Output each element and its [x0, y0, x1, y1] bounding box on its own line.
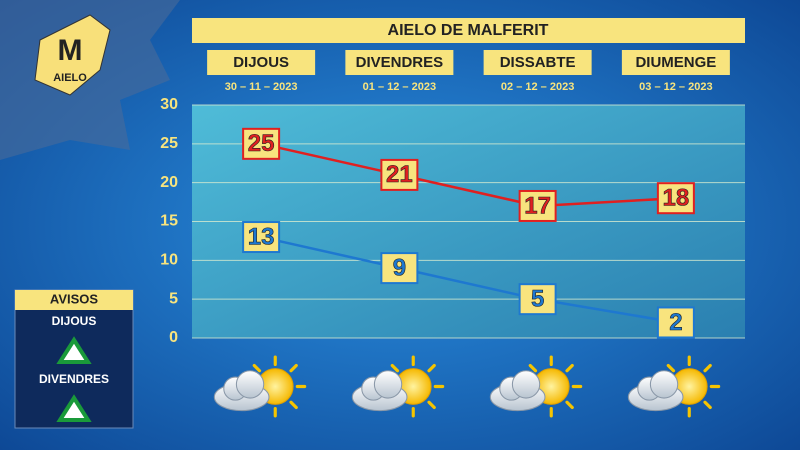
- series-line: [260, 235, 677, 324]
- value-box: [242, 221, 281, 254]
- date-label: 03 – 12 – 2023: [639, 81, 712, 93]
- day-box: [621, 50, 730, 75]
- value-label: 18: [663, 185, 690, 212]
- day-box: [345, 50, 454, 75]
- value-box: [380, 252, 419, 285]
- y-tick-label: 25: [160, 135, 178, 152]
- date-label: 30 – 11 – 2023: [225, 81, 298, 93]
- day-box: [207, 50, 316, 75]
- warning-day: DIVENDRES: [39, 372, 109, 386]
- value-label: 5: [531, 286, 544, 313]
- value-box: [242, 127, 281, 160]
- series-line: [260, 142, 676, 208]
- value-box: [656, 182, 695, 215]
- value-label: 25: [248, 130, 275, 157]
- warnings-panel: AVISOS DIJOUS DIVENDRES: [14, 289, 134, 429]
- warning-icon: [56, 394, 92, 422]
- logo-shape: [34, 14, 111, 96]
- date-label: 02 – 12 – 2023: [501, 81, 574, 93]
- warning-icon: [56, 336, 92, 364]
- y-tick-label: 20: [160, 174, 178, 191]
- warnings-title: AVISOS: [50, 291, 98, 306]
- day-label: DIVENDRES: [356, 54, 444, 71]
- value-box: [518, 283, 557, 316]
- value-box: [380, 158, 419, 191]
- value-label: 9: [393, 254, 406, 281]
- logo-text: AIELO: [53, 72, 87, 84]
- y-tick-label: 30: [160, 96, 178, 113]
- day-label: DIJOUS: [233, 54, 289, 71]
- day-label: DISSABTE: [500, 54, 576, 71]
- value-label: 2: [669, 309, 682, 336]
- warning-day: DIJOUS: [52, 314, 97, 328]
- value-label: 13: [248, 223, 275, 250]
- y-tick-label: 15: [160, 213, 178, 230]
- y-tick-label: 10: [160, 252, 178, 269]
- day-box: [483, 50, 592, 75]
- value-box: [656, 306, 695, 339]
- day-label: DIUMENGE: [635, 54, 716, 71]
- logo-letter: M: [58, 34, 83, 67]
- date-label: 01 – 12 – 2023: [363, 81, 436, 93]
- y-tick-label: 5: [169, 290, 178, 307]
- chart-title: AIELO DE MALFERIT: [388, 22, 549, 39]
- value-box: [518, 189, 557, 222]
- value-label: 21: [386, 161, 413, 188]
- value-label: 17: [524, 192, 551, 219]
- y-tick-label: 0: [169, 329, 178, 346]
- title-bar: [192, 18, 745, 43]
